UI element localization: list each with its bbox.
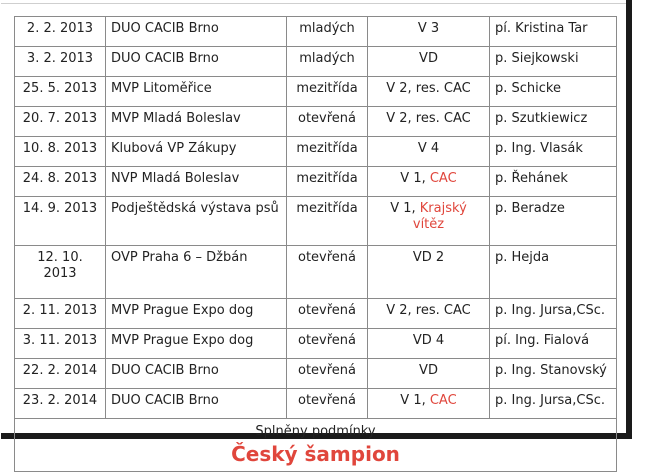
date-cell: 23. 2. 2014 [14, 388, 106, 419]
date-cell: 22. 2. 2014 [14, 358, 106, 389]
date-cell: 24. 8. 2013 [14, 166, 106, 197]
date-cell: 20. 7. 2013 [14, 106, 106, 137]
date-cell: 2. 11. 2013 [14, 298, 106, 329]
date-cell: 25. 5. 2013 [14, 76, 106, 107]
show-cell: DUO CACIB Brno [105, 358, 287, 389]
summary-row: Splněny podmínky Český šampion [14, 418, 617, 472]
grade-cell: V 2, res. CAC [367, 298, 490, 329]
class-cell: otevřená [286, 328, 368, 359]
champion-title: Český šampion [231, 442, 400, 466]
grade-text: VD 4 [412, 333, 445, 348]
grade-title-highlight: CAC [429, 171, 457, 186]
show-cell: DUO CACIB Brno [105, 388, 287, 419]
date-cell: 2. 2. 2013 [14, 16, 106, 47]
judge-cell: p. Ing. Vlasák [489, 136, 617, 167]
class-cell: mezitřída [286, 136, 368, 167]
judge-cell: pí. Ing. Fialová [489, 328, 617, 359]
judge-cell: p. Řehánek [489, 166, 617, 197]
table-row: 14. 9. 2013 Podještědská výstava psů mez… [14, 196, 617, 246]
grade-title-highlight: Krajský vítěz [412, 201, 467, 232]
show-cell: MVP Litoměřice [105, 76, 287, 107]
show-cell: OVP Praha 6 – Džbán [105, 245, 287, 299]
table-row: 2. 11. 2013 MVP Prague Expo dog otevřená… [14, 298, 617, 329]
class-cell: otevřená [286, 388, 368, 419]
grade-text: V 1, [400, 171, 430, 186]
grade-text: V 4 [417, 141, 440, 156]
grade-cell: VD 2 [367, 245, 490, 299]
grade-text: V 1, [400, 393, 430, 408]
show-cell: MVP Prague Expo dog [105, 298, 287, 329]
table-row: 3. 2. 2013 DUO CACIB Brno mladých VD p. … [14, 46, 617, 77]
class-cell: otevřená [286, 298, 368, 329]
table-row: 20. 7. 2013 MVP Mladá Boleslav otevřená … [14, 106, 617, 137]
judge-cell: p. Ing. Jursa,CSc. [489, 388, 617, 419]
table-row: 25. 5. 2013 MVP Litoměřice mezitřída V 2… [14, 76, 617, 107]
grade-text: V 3 [417, 21, 440, 36]
grade-cell: VD 4 [367, 328, 490, 359]
judge-cell: p. Beradze [489, 196, 617, 246]
table-row: 3. 11. 2013 MVP Prague Expo dog otevřená… [14, 328, 617, 359]
judge-cell: pí. Kristina Tar [489, 16, 617, 47]
show-cell: DUO CACIB Brno [105, 46, 287, 77]
frame-top-edge [1, 0, 626, 4]
grade-cell: VD [367, 46, 490, 77]
table-row: 24. 8. 2013 NVP Mladá Boleslav mezitřída… [14, 166, 617, 197]
class-cell: mezitřída [286, 196, 368, 246]
class-cell: otevřená [286, 106, 368, 137]
date-cell: 3. 2. 2013 [14, 46, 106, 77]
show-results-table: 2. 2. 2013 DUO CACIB Brno mladých V 3 pí… [14, 16, 617, 472]
grade-title-highlight: CAC [429, 393, 457, 408]
show-cell: DUO CACIB Brno [105, 16, 287, 47]
date-cell: 10. 8. 2013 [14, 136, 106, 167]
show-cell: Klubová VP Zákupy [105, 136, 287, 167]
table-row: 10. 8. 2013 Klubová VP Zákupy mezitřída … [14, 136, 617, 167]
grade-text: VD [419, 363, 438, 378]
date-cell: 3. 11. 2013 [14, 328, 106, 359]
table-row: 12. 10. 2013 OVP Praha 6 – Džbán otevřen… [14, 245, 617, 299]
table-row: 22. 2. 2014 DUO CACIB Brno otevřená VD p… [14, 358, 617, 389]
grade-cell: V 4 [367, 136, 490, 167]
grade-cell: V 1, CAC [367, 166, 490, 197]
grade-cell: V 2, res. CAC [367, 106, 490, 137]
judge-cell: p. Ing. Stanovský [489, 358, 617, 389]
grade-cell: V 1, Krajský vítěz [367, 196, 490, 246]
summary-cell: Splněny podmínky Český šampion [14, 418, 617, 472]
show-cell: NVP Mladá Boleslav [105, 166, 287, 197]
grade-cell: VD [367, 358, 490, 389]
table-row: 2. 2. 2013 DUO CACIB Brno mladých V 3 pí… [14, 16, 617, 47]
class-cell: otevřená [286, 358, 368, 389]
grade-text: V 2, res. CAC [386, 111, 471, 126]
summary-condition-text: Splněny podmínky [255, 424, 376, 439]
judge-cell: p. Hejda [489, 245, 617, 299]
class-cell: mezitřída [286, 76, 368, 107]
judge-cell: p. Ing. Jursa,CSc. [489, 298, 617, 329]
class-cell: mladých [286, 46, 368, 77]
grade-cell: V 2, res. CAC [367, 76, 490, 107]
class-cell: mladých [286, 16, 368, 47]
grade-text: VD 2 [412, 250, 445, 265]
grade-text: V 2, res. CAC [386, 303, 471, 318]
show-cell: Podještědská výstava psů [105, 196, 287, 246]
class-cell: mezitřída [286, 166, 368, 197]
date-cell: 14. 9. 2013 [14, 196, 106, 246]
grade-text: V 2, res. CAC [386, 81, 471, 96]
show-cell: MVP Mladá Boleslav [105, 106, 287, 137]
grade-text: VD [419, 51, 438, 66]
content-frame: 2. 2. 2013 DUO CACIB Brno mladých V 3 pí… [1, 0, 632, 472]
judge-cell: p. Siejkowski [489, 46, 617, 77]
table-row: 23. 2. 2014 DUO CACIB Brno otevřená V 1,… [14, 388, 617, 419]
judge-cell: p. Schicke [489, 76, 617, 107]
grade-text: V 1, [390, 201, 420, 216]
class-cell: otevřená [286, 245, 368, 299]
show-cell: MVP Prague Expo dog [105, 328, 287, 359]
date-cell: 12. 10. 2013 [14, 245, 106, 299]
grade-cell: V 3 [367, 16, 490, 47]
judge-cell: p. Szutkiewicz [489, 106, 617, 137]
grade-cell: V 1, CAC [367, 388, 490, 419]
